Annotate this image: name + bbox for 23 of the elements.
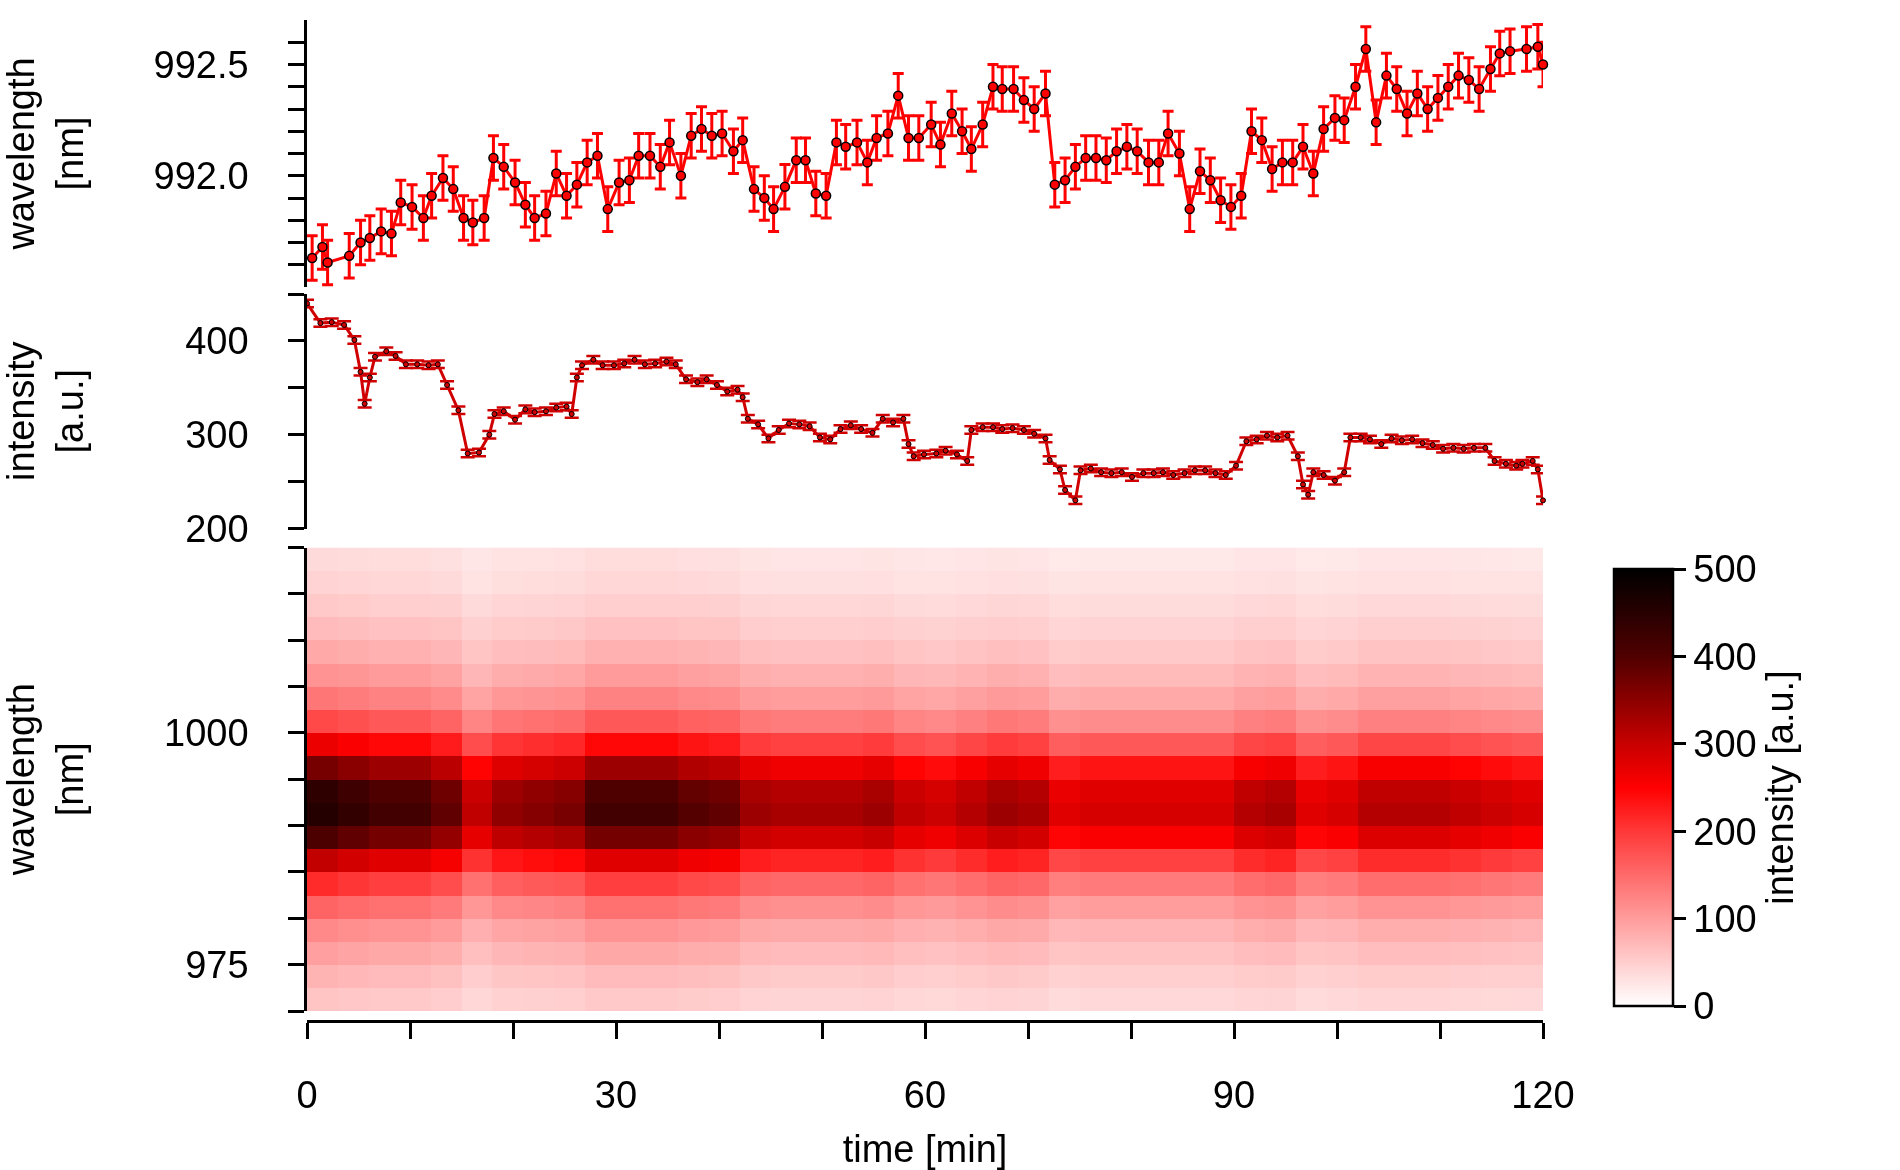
x-tick-label: 120 (1511, 1074, 1575, 1117)
x-tick-label: 0 (296, 1074, 318, 1117)
x-tick-label: 30 (594, 1074, 638, 1117)
y-tick-label: 300 (185, 414, 249, 456)
color-bar-label: 0 (1693, 985, 1715, 1028)
color-bar-label: 100 (1693, 897, 1757, 940)
y-axis-title: intensity [a.u.] (0, 341, 92, 481)
y-tick-label: 1000 (164, 712, 249, 755)
x-tick-label: 90 (1212, 1074, 1256, 1117)
y-tick-label: 992.0 (153, 155, 249, 198)
y-axis-title: wavelength [nm] (0, 57, 92, 251)
color-bar-label: 500 (1693, 548, 1757, 591)
y-axis-title: wavelength [nm] (0, 683, 92, 877)
color-bar-title: intensity [a.u.] (1758, 670, 1801, 905)
y-tick-label: 200 (185, 507, 249, 550)
y-tick-label: 992.5 (153, 43, 249, 86)
color-bar-label: 300 (1693, 723, 1757, 766)
color-bar-label: 200 (1693, 810, 1757, 853)
y-tick-label: 400 (185, 320, 249, 363)
y-tick-label: 975 (185, 943, 249, 986)
color-bar-label: 400 (1693, 635, 1757, 678)
x-axis-title: time [min] (842, 1128, 1008, 1170)
x-tick-label: 60 (903, 1074, 947, 1117)
